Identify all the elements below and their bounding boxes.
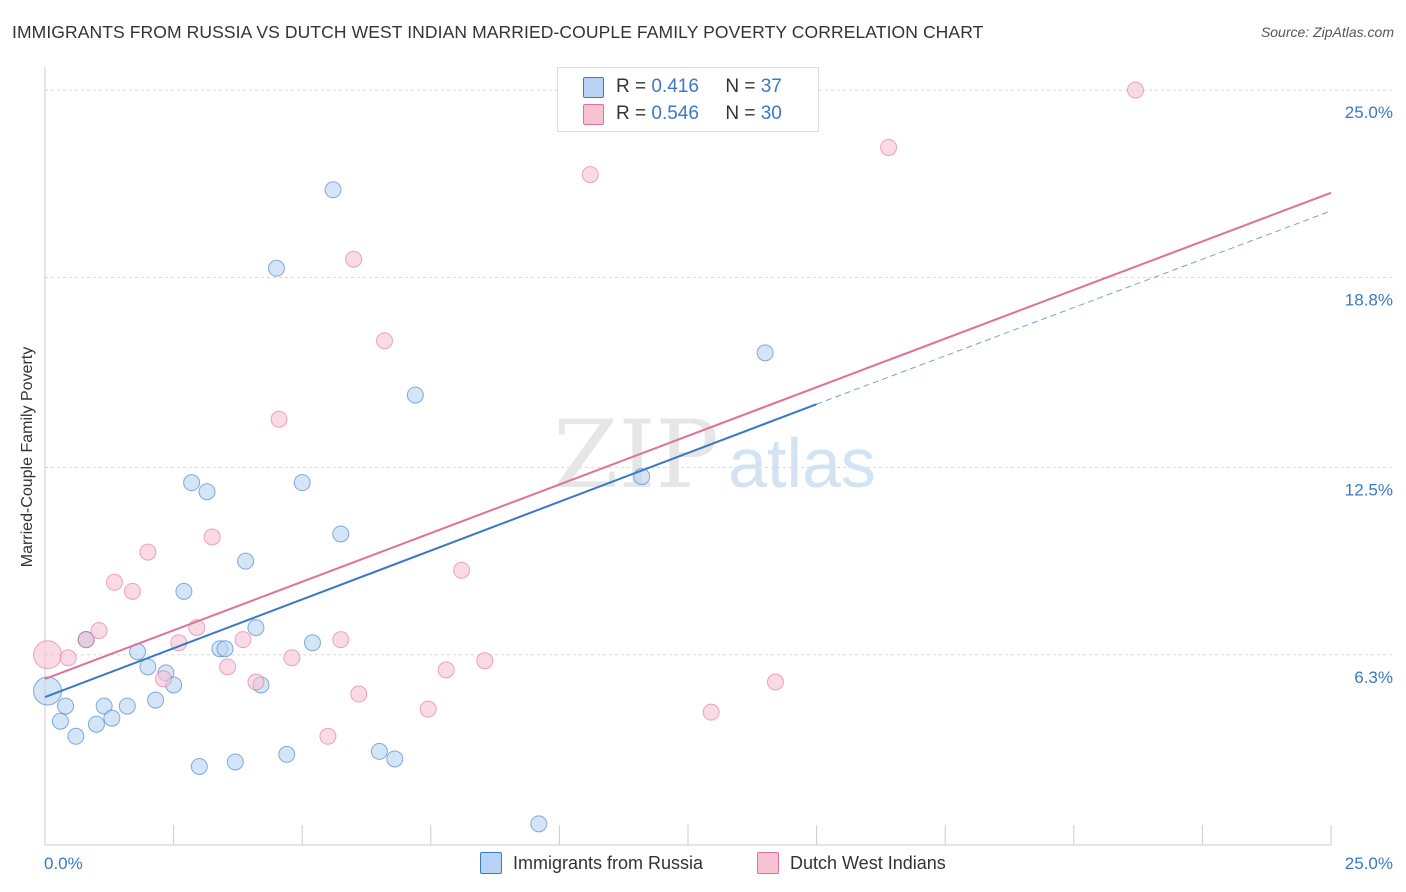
chart-title: IMMIGRANTS FROM RUSSIA VS DUTCH WEST IND…: [12, 22, 984, 42]
legend-swatch-russia: [583, 76, 604, 98]
point-russia: [175, 582, 193, 600]
point-dutch: [247, 673, 265, 691]
point-russia: [57, 697, 75, 715]
watermark-atlas: atlas: [728, 424, 876, 502]
point-dutch: [1127, 81, 1145, 99]
legend-swatch-dutch: [583, 103, 604, 125]
legend-r-label: R =: [616, 103, 647, 124]
point-dutch: [139, 543, 157, 561]
point-dutch: [766, 673, 784, 691]
point-dutch: [234, 631, 252, 649]
y-tick-label: 12.5%: [1345, 481, 1393, 500]
trend-layer: [44, 191, 1332, 698]
point-russia: [95, 697, 113, 715]
point-russia: [33, 676, 63, 706]
point-dutch: [702, 703, 720, 721]
point-dutch: [154, 670, 172, 688]
point-dutch: [437, 661, 455, 679]
x-tick-label-max: 25.0%: [1345, 854, 1393, 873]
bottom-legend-label-russia: Immigrants from Russia: [513, 852, 704, 873]
point-dutch: [319, 727, 337, 745]
point-russia: [118, 697, 136, 715]
bottom-legend-label-dutch: Dutch West Indians: [790, 852, 946, 873]
legend-r-dutch: 0.546: [651, 103, 699, 124]
bottom-legend-swatch-russia: [480, 852, 502, 874]
point-dutch: [123, 582, 141, 600]
point-russia: [139, 658, 157, 676]
point-russia: [406, 386, 424, 404]
point-russia: [67, 727, 85, 745]
legend: R = 0.416 N = 37 R = 0.546 N = 30: [557, 67, 819, 132]
point-dutch: [77, 631, 95, 649]
chart-source: Source: ZipAtlas.com: [1260, 24, 1394, 40]
point-dutch: [345, 250, 363, 268]
legend-n-label: N =: [725, 76, 756, 97]
point-russia: [324, 181, 342, 199]
legend-n-label: N =: [725, 103, 756, 124]
bottom-legend-dutch: Dutch West Indians: [757, 852, 946, 874]
point-dutch: [105, 573, 123, 591]
y-tick-label: 6.3%: [1354, 668, 1393, 687]
point-russia: [198, 483, 216, 501]
point-russia: [386, 750, 404, 768]
point-russia: [190, 757, 208, 775]
point-russia: [103, 709, 121, 727]
bottom-legend-russia: Immigrants from Russia: [480, 852, 703, 874]
point-russia: [267, 259, 285, 277]
grid-layer: [45, 89, 1393, 656]
x-tick-label-min: 0.0%: [44, 854, 83, 873]
point-russia: [87, 715, 105, 733]
watermark: ZIP atlas: [553, 401, 876, 510]
trend-line-russia: [44, 403, 817, 698]
bottom-legend-swatch-dutch: [757, 852, 779, 874]
tick-label-layer: 6.3% 12.5% 18.8% 25.0% 0.0% 25.0%: [44, 103, 1393, 873]
point-russia: [332, 525, 350, 543]
legend-r-russia: 0.416: [651, 76, 699, 97]
legend-r-label: R =: [616, 76, 647, 97]
trend-line-dutch: [44, 191, 1332, 680]
point-dutch: [376, 332, 394, 350]
point-russia: [247, 619, 265, 637]
point-dutch: [33, 640, 63, 670]
point-russia: [293, 474, 311, 492]
point-russia: [147, 691, 165, 709]
point-dutch: [581, 166, 599, 184]
point-dutch: [332, 631, 350, 649]
point-dutch: [476, 652, 494, 670]
point-russia: [183, 474, 201, 492]
point-dutch: [880, 138, 898, 156]
point-dutch: [419, 700, 437, 718]
point-russia: [530, 815, 548, 833]
y-tick-label: 18.8%: [1345, 290, 1393, 309]
point-dutch: [90, 622, 108, 640]
point-dutch: [283, 649, 301, 667]
point-dutch: [59, 649, 77, 667]
legend-n-russia: 37: [760, 76, 782, 97]
point-dutch: [350, 685, 368, 703]
point-dutch: [453, 561, 471, 579]
bottom-legend: Immigrants from Russia Dutch West Indian…: [0, 852, 1406, 878]
axis-layer: [44, 67, 1332, 846]
point-russia: [370, 742, 388, 760]
points-layer: [33, 81, 1145, 833]
point-russia: [226, 753, 244, 771]
point-russia: [216, 640, 234, 658]
point-russia: [278, 745, 296, 763]
point-dutch: [203, 528, 221, 546]
point-russia: [237, 552, 255, 570]
point-russia: [303, 634, 321, 652]
point-dutch: [270, 410, 288, 428]
point-russia: [51, 712, 69, 730]
trend-line-russia-extension: [816, 210, 1332, 405]
y-tick-label: 25.0%: [1345, 103, 1393, 122]
legend-n-dutch: 30: [760, 103, 782, 124]
point-dutch: [219, 658, 237, 676]
point-russia: [756, 344, 774, 362]
